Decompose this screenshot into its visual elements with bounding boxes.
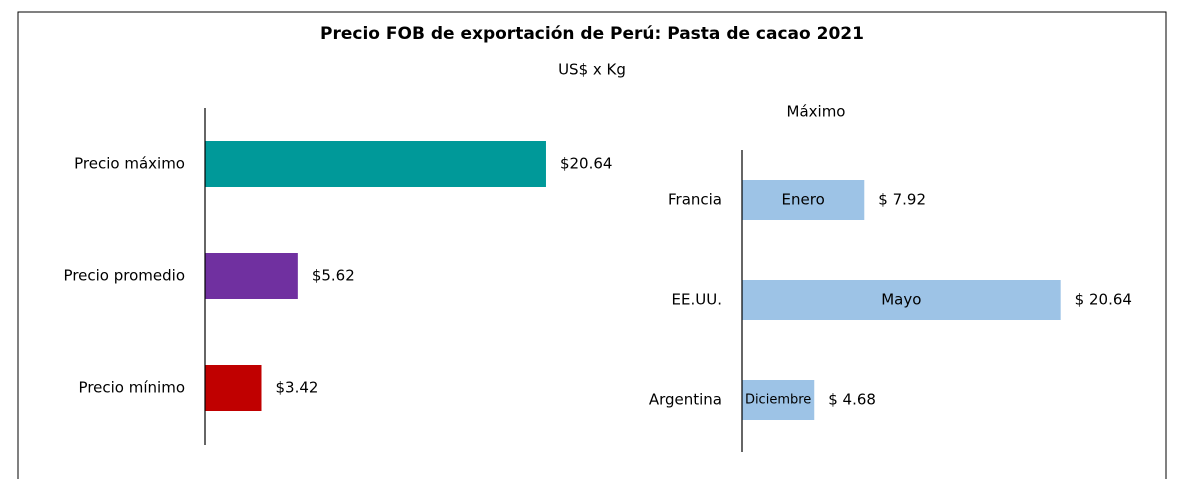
bar-annotation: Diciembre [745,393,811,408]
chart-title: Precio FOB de exportación de Perú: Pasta… [320,24,864,44]
bar-annotation: Mayo [881,291,921,309]
data-label: $5.62 [312,267,355,285]
category-label: Argentina [649,391,722,409]
data-label: $ 4.68 [828,391,876,409]
data-label: $ 7.92 [878,191,926,209]
category-label: Precio mínimo [79,379,185,397]
category-label: Francia [668,191,722,209]
chart-frame [17,11,1167,479]
data-label: $3.42 [275,379,318,397]
chart-subtitle: US$ x Kg [558,61,626,79]
bar [205,141,546,187]
category-label: Precio promedio [64,267,185,285]
bar [742,380,815,420]
data-label: $20.64 [560,155,613,173]
data-label: $ 20.64 [1075,291,1132,309]
bar [742,180,865,220]
category-label: Precio máximo [74,155,185,173]
bar [205,365,262,411]
bar [742,280,1061,320]
category-label: EE.UU. [672,291,722,309]
bar-annotation: Enero [782,191,825,209]
chart-title: Máximo [787,103,846,121]
bar [205,253,298,299]
